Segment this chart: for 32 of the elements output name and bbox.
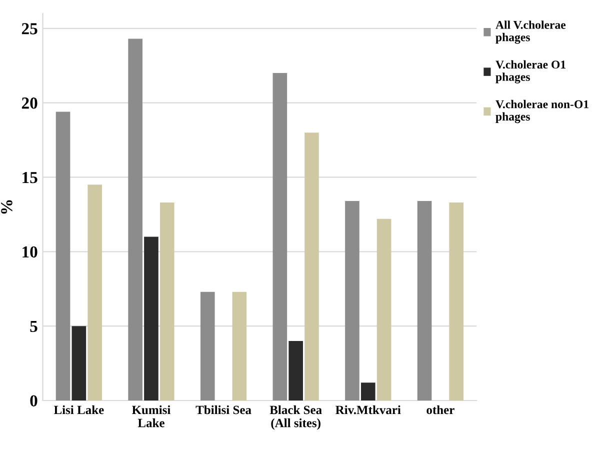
x-tick-label: Tbilisi Sea (196, 405, 252, 414)
bar (360, 382, 376, 400)
bar (449, 202, 464, 400)
bar (88, 184, 102, 400)
bar (304, 132, 319, 400)
bar (128, 38, 142, 400)
x-tick-label: Riv.Mtkvari (336, 405, 401, 414)
bar (72, 326, 86, 400)
y-tick-label: 25 (22, 23, 38, 34)
x-tick-label: Kumisi Lake (132, 405, 170, 428)
bar (376, 218, 392, 400)
legend-label: V.cholerae non-O1 phages (496, 100, 588, 124)
bar (232, 292, 247, 400)
bar (345, 201, 360, 400)
bar (144, 236, 158, 400)
bar (56, 112, 70, 400)
y-tick-label: 10 (22, 246, 38, 258)
y-tick-label: 20 (22, 98, 38, 109)
legend-label: V.cholerae O1 phages (496, 60, 566, 84)
x-tick-label: other (426, 405, 454, 414)
bar (272, 73, 288, 400)
bar (417, 201, 432, 400)
bar (200, 292, 215, 400)
y-tick-label: 0 (30, 395, 38, 406)
x-tick-label: Black Sea (All sites) (270, 405, 322, 430)
y-axis-title: % (1, 200, 12, 214)
legend-label: All V.cholerae phages (496, 20, 566, 44)
y-tick-label: 15 (22, 172, 38, 184)
y-tick-label: 5 (30, 320, 38, 332)
bar (160, 202, 174, 400)
bar (288, 340, 303, 400)
x-tick-label: Lisi Lake (54, 405, 104, 414)
